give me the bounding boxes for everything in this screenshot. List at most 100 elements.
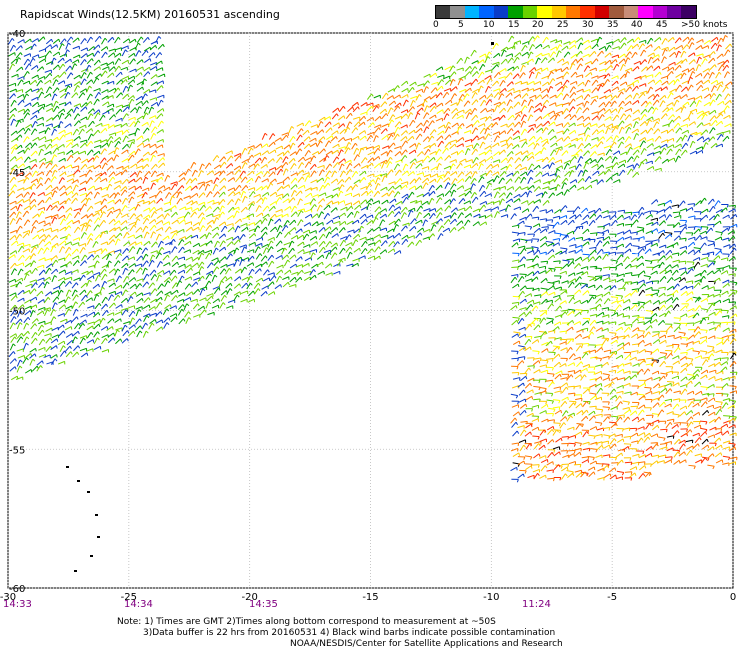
wind-barb: [275, 214, 283, 218]
wind-barb: [562, 102, 570, 106]
wind-barb-flag: [621, 91, 624, 95]
wind-barb-flag: [328, 204, 331, 208]
wind-barb: [15, 211, 20, 219]
wind-barb-flag: [448, 177, 451, 181]
wind-barb: [498, 101, 505, 107]
wind-barb-flag: [329, 116, 332, 120]
wind-barb: [150, 211, 156, 218]
wind-barb-flag: [117, 192, 121, 196]
wind-barb: [79, 247, 84, 254]
wind-barb-flag: [96, 77, 100, 81]
wind-barb: [535, 57, 539, 65]
wind-barb-flag: [64, 158, 66, 162]
wind-barb-flag: [525, 155, 529, 159]
wind-barb: [45, 169, 51, 177]
wind-barb: [373, 255, 380, 261]
wind-barb: [31, 38, 39, 43]
wind-barb-flag: [545, 57, 548, 61]
wind-barb: [134, 128, 138, 135]
wind-barb-flag: [126, 123, 128, 127]
wind-barb: [506, 81, 513, 87]
wind-barb-flag: [253, 201, 256, 205]
wind-barb: [87, 165, 94, 169]
wind-barb: [142, 138, 149, 143]
colorbar-label: 40: [631, 20, 643, 30]
wind-barb-flag: [702, 136, 705, 140]
wind-barb: [73, 211, 79, 219]
wind-barb-flag: [14, 184, 17, 188]
wind-barb-flag: [308, 136, 311, 140]
wind-barb-flag: [56, 143, 58, 148]
wind-barb: [255, 171, 262, 176]
wind-barb-flag: [293, 158, 296, 162]
wind-barb: [337, 179, 343, 185]
wind-barb: [316, 129, 323, 135]
wind-barb-flag: [680, 136, 683, 140]
wind-barb-flag: [26, 176, 30, 180]
wind-barb: [51, 190, 56, 198]
wind-barb-flag: [601, 164, 605, 168]
wind-barb: [337, 137, 344, 143]
wind-barb: [381, 134, 388, 141]
wind-barb: [71, 143, 78, 149]
wind-barb-flag: [453, 183, 457, 187]
wind-barb-flag: [672, 128, 675, 132]
wind-barb-flag: [300, 210, 304, 214]
wind-barb: [24, 269, 31, 275]
wind-barb: [30, 226, 35, 234]
wind-barb: [309, 142, 317, 148]
wind-barb: [479, 127, 485, 135]
wind-barb-flag: [690, 111, 694, 115]
wind-barb: [162, 221, 170, 226]
wind-barb: [289, 227, 296, 233]
wind-barb-flag: [70, 164, 73, 168]
wind-barb: [367, 173, 375, 177]
wind-barb: [281, 132, 289, 136]
wind-barb: [59, 71, 65, 78]
wind-barb: [51, 93, 56, 101]
wind-barb-flag: [393, 100, 396, 104]
wind-barb: [151, 126, 156, 133]
wind-barb: [93, 98, 98, 106]
wind-barb: [541, 67, 548, 72]
wind-barb: [206, 170, 213, 176]
wind-barb: [73, 208, 81, 212]
wind-barb-flag: [141, 101, 143, 105]
wind-barb: [633, 121, 637, 129]
wind-barb: [101, 80, 109, 85]
wind-barb-flag: [489, 182, 492, 186]
wind-barb: [477, 79, 484, 85]
wind-barb-flag: [328, 140, 332, 144]
wind-barb-flag: [468, 112, 472, 115]
wind-barb-flag: [126, 231, 130, 235]
wind-map: -30 -25 -20 -15 -10 -5 0-40-45-50-55-60: [0, 29, 738, 600]
wind-barb: [169, 195, 173, 203]
wind-barb: [127, 139, 135, 143]
wind-barb-flag: [21, 193, 24, 197]
wind-barb: [325, 252, 330, 260]
wind-barb: [619, 81, 627, 86]
wind-barb: [24, 63, 30, 70]
wind-barb: [458, 198, 464, 205]
wind-barb: [9, 93, 15, 100]
wind-barb-flag: [630, 94, 633, 98]
wind-barb-flag: [77, 85, 80, 88]
wind-barb-flag: [404, 155, 408, 159]
wind-barb: [86, 219, 91, 226]
wind-barb-flag: [370, 135, 374, 139]
wind-barb: [687, 67, 694, 73]
wind-barb-flag: [154, 211, 157, 215]
wind-barb: [38, 239, 44, 246]
wind-barb-flag: [581, 95, 584, 99]
wind-barb: [155, 190, 161, 197]
wind-barb: [667, 92, 672, 99]
wind-barb-flag: [671, 71, 674, 75]
wind-barb-flag: [477, 120, 480, 124]
wind-barb: [387, 88, 395, 93]
wind-barb-flag: [552, 162, 555, 166]
wind-barb: [528, 44, 533, 51]
wind-barb: [150, 81, 158, 87]
wind-barb-flag: [191, 200, 194, 204]
wind-barb-flag: [561, 165, 564, 169]
wind-barb-flag: [608, 44, 612, 48]
